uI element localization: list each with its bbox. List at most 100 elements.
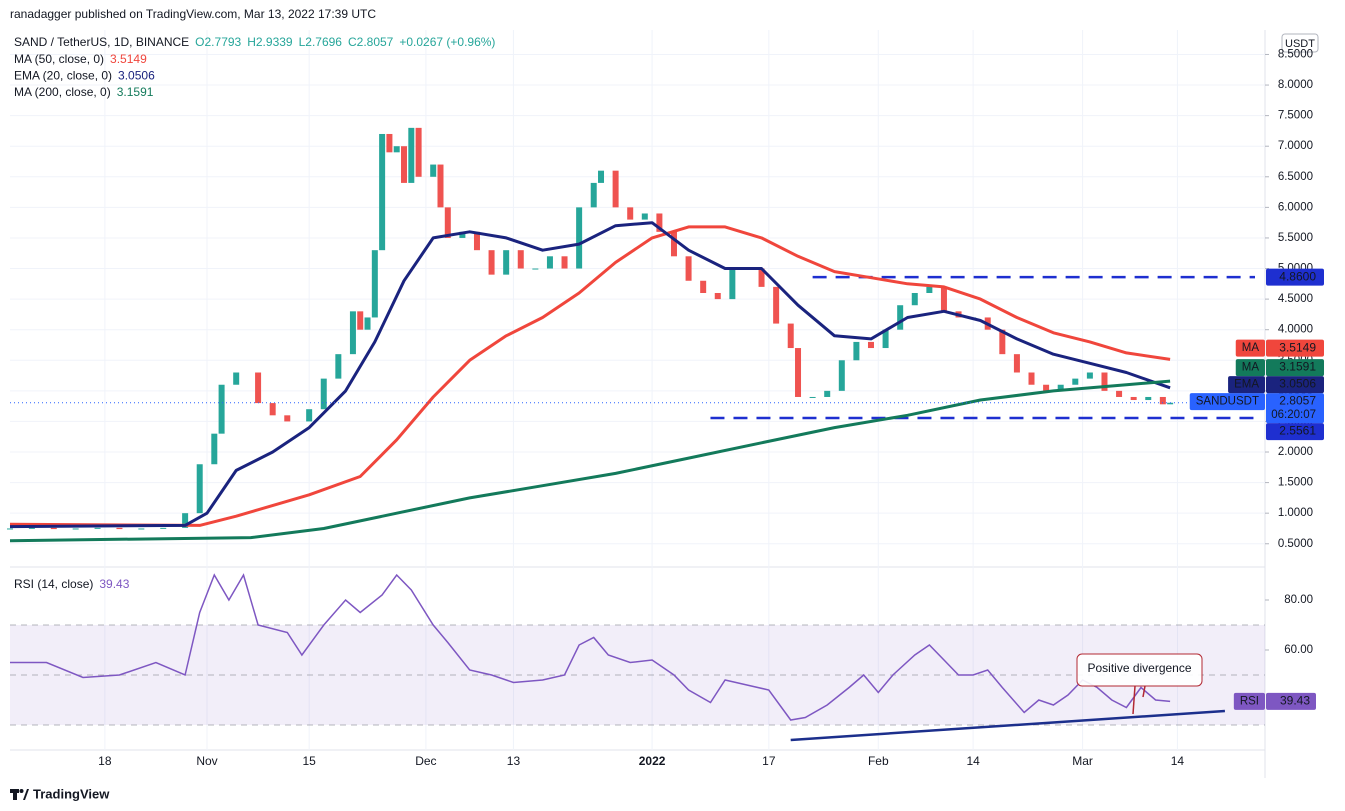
candle (371, 250, 378, 318)
price-tag-label: RSI (1240, 695, 1259, 707)
annotation-box (1076, 653, 1203, 687)
candle (72, 528, 79, 530)
candle (714, 292, 721, 300)
price-tag-label-box (1233, 692, 1265, 710)
ohlc-value: C2.8057 (348, 35, 394, 49)
y-tick-label: 7.5000 (1278, 110, 1313, 122)
y-tick-label: 5.5000 (1278, 232, 1313, 244)
x-tick-label: 18 (98, 754, 112, 768)
candle (627, 207, 634, 220)
candle (1145, 396, 1152, 401)
candle (459, 231, 466, 238)
candle (911, 292, 918, 306)
y-tick-label: 8.5000 (1278, 48, 1313, 60)
legend-entry: MA (50, close, 0) 3.5149 (14, 52, 147, 66)
arrow (1142, 685, 1146, 698)
candle (415, 127, 422, 177)
x-tick-label: Mar (1072, 754, 1093, 768)
price-tag (1266, 376, 1324, 394)
candle (1167, 402, 1174, 405)
candle (926, 286, 933, 293)
y-tick-label: 80.00 (1284, 594, 1313, 606)
candle (116, 527, 123, 530)
candle (401, 146, 408, 183)
candle (561, 256, 568, 269)
price-tag (1266, 423, 1324, 441)
candle (824, 390, 831, 397)
y-tick-label: 6.5000 (1278, 171, 1313, 183)
candle (50, 527, 57, 530)
legend-entry: EMA (20, close, 0) 3.0506 (14, 69, 155, 83)
candle (546, 256, 553, 269)
y-tick-label: 0.5000 (1278, 538, 1313, 550)
candle (590, 182, 597, 208)
candle (795, 348, 802, 397)
y-tick-label: 6.0000 (1278, 201, 1313, 213)
legend-value: 3.5149 (110, 52, 147, 66)
moving-average-line (9, 221, 1171, 529)
y-tick-label: 2.0000 (1278, 446, 1313, 458)
candle (364, 317, 371, 330)
moving-average-line (9, 379, 1171, 543)
ohlc-value: L2.7696 (299, 35, 343, 49)
price-tag (1266, 268, 1324, 286)
candle (670, 231, 677, 257)
price-tag-label-box (1228, 376, 1265, 394)
candle (809, 396, 816, 398)
candle (284, 415, 291, 422)
candle (7, 528, 13, 530)
candle (576, 207, 583, 269)
arrow (1132, 685, 1136, 715)
candle (773, 286, 780, 324)
candle (867, 341, 874, 349)
price-tag-label: SANDUSDT (1196, 396, 1259, 408)
y-tick-label: 60.00 (1284, 644, 1313, 656)
x-tick-label: Feb (868, 754, 889, 768)
candle (656, 213, 663, 232)
candle (386, 133, 393, 153)
candle (1159, 396, 1166, 405)
candle (211, 433, 218, 465)
candle (379, 133, 386, 251)
legend-value: 39.43 (99, 577, 129, 591)
y-tick-label: 4.5000 (1278, 293, 1313, 305)
legend-name: MA (200, close, 0) (14, 85, 111, 99)
currency-box (1281, 33, 1319, 53)
price-tag-label: MA (1242, 342, 1260, 354)
price-tag-value: 3.5149 (1279, 340, 1316, 354)
candle (532, 268, 539, 270)
candle (1116, 390, 1123, 397)
candle (138, 528, 145, 530)
price-tag-label-box (1189, 393, 1265, 411)
y-tick-label: 7.0000 (1278, 140, 1313, 152)
legend-value: 3.0506 (118, 69, 155, 83)
candle (517, 250, 524, 269)
candle (94, 527, 101, 529)
y-tick-label: 4.0000 (1278, 324, 1313, 336)
y-tick-label: 1.5000 (1278, 477, 1313, 489)
price-tag (1266, 393, 1324, 424)
candle (233, 372, 240, 385)
candle (306, 409, 313, 422)
price-tag-value: 3.1591 (1279, 360, 1316, 374)
candle (393, 146, 400, 153)
symbol: SAND / TetherUS, 1D, BINANCE (14, 35, 189, 49)
candle (940, 286, 947, 312)
attribution: ranadagger published on TradingView.com,… (10, 7, 376, 21)
price-tag-label: MA (1242, 362, 1260, 374)
candle (349, 311, 356, 355)
candle (1130, 396, 1137, 401)
price-tag-value: 3.0506 (1279, 377, 1316, 391)
candle (758, 268, 765, 287)
countdown: 06:20:07 (1271, 409, 1316, 421)
candle (1057, 384, 1064, 391)
trendline (790, 709, 1225, 742)
x-tick-label: Dec (415, 754, 436, 768)
candle (1013, 354, 1020, 373)
candle (182, 513, 189, 528)
candle (437, 164, 444, 208)
candle (357, 311, 364, 330)
price-tag-label-box (1235, 339, 1265, 357)
